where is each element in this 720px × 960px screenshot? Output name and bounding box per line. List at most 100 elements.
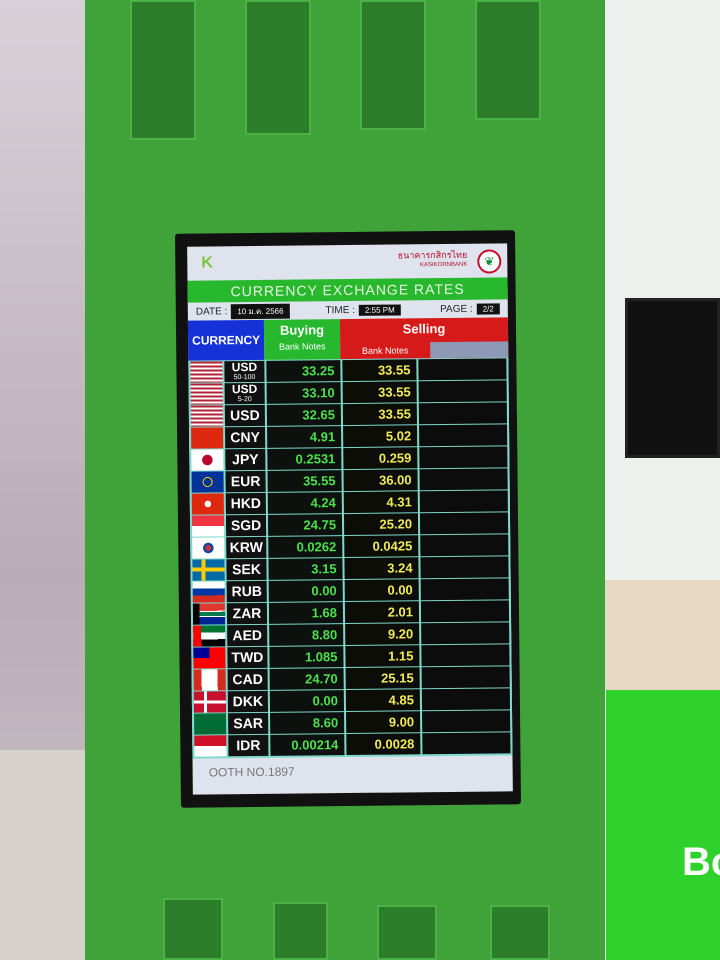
rate-row-cad: CAD 24.70 25.15 (193, 666, 510, 691)
buying-rate: 8.80 (269, 624, 344, 646)
buying-rate: 0.00 (269, 690, 345, 712)
empty-cell (419, 512, 509, 535)
board-title: CURRENCY EXCHANGE RATES (187, 277, 508, 303)
empty-cell (418, 358, 507, 381)
booth-number: OOTH NO.1897 (208, 764, 295, 780)
flag-us-icon (190, 361, 223, 383)
rate-row-aed: AED 8.80 9.20 (193, 622, 510, 647)
buying-rate: 24.75 (267, 514, 343, 536)
selling-rate: 9.00 (346, 711, 421, 734)
flag-sg-icon (191, 515, 225, 537)
flag-cn-icon (191, 427, 224, 449)
empty-cell (421, 622, 510, 645)
flag-id-icon (194, 735, 227, 757)
empty-cell (422, 732, 511, 755)
page-label: PAGE : (440, 303, 473, 315)
buying-rate: 1.68 (268, 602, 344, 624)
selling-rate: 1.15 (345, 645, 420, 668)
currency-code: SAR (228, 712, 269, 735)
rate-row-twd: TWD 1.085 1.15 (193, 644, 510, 669)
currency-code: AED (227, 624, 268, 647)
rate-row-dkk: DKK 0.00 4.85 (193, 688, 511, 713)
selling-rate: 3.24 (344, 557, 419, 580)
rate-row-sgd: SGD 24.75 25.20 (191, 512, 509, 537)
date-value: 10 ม.ค. 2566 (231, 303, 290, 319)
flag-kr-icon (192, 537, 225, 559)
selling-rate: 0.0425 (344, 535, 419, 558)
sign-text: Bo (682, 840, 720, 884)
selling-rate: 4.31 (343, 491, 418, 514)
k-logo: K (201, 254, 213, 272)
rate-row-sek: SEK 3.15 3.24 (192, 556, 509, 581)
empty-cell (419, 424, 508, 447)
flag-za-icon (192, 603, 226, 625)
rates-table: USD 50-100 33.25 33.55 USD 5-20 33.10 33.5… (188, 357, 513, 759)
empty-cell (421, 688, 511, 711)
currency-code: CNY (225, 426, 266, 449)
bank-name: ธนาคารกสิกรไทย KASIKORNBANK (397, 249, 468, 269)
selling-rate: 2.01 (344, 601, 420, 624)
currency-header: CURRENCY (187, 319, 265, 361)
currency-code: SEK (226, 558, 267, 581)
empty-cell (419, 490, 508, 513)
selling-rate: 9.20 (345, 623, 420, 646)
empty-cell (420, 600, 510, 623)
flag-ca-icon (193, 669, 226, 691)
currency-code: USD (224, 404, 266, 427)
rate-row-eur: EUR 35.55 36.00 (191, 468, 508, 493)
buying-rate: 0.00 (268, 580, 343, 602)
buying-rate: 3.15 (268, 558, 343, 580)
time-label: TIME : (325, 304, 356, 316)
buying-rate: 24.70 (269, 668, 344, 690)
buying-rate: 0.2531 (267, 448, 342, 470)
buying-rate: 0.00214 (270, 734, 345, 756)
page-value: 2/2 (476, 302, 500, 315)
flag-us-icon (190, 383, 223, 405)
buying-rate: 0.0262 (268, 536, 343, 558)
selling-rate: 5.02 (343, 425, 418, 448)
currency-code: CAD (227, 668, 268, 691)
currency-code: SGD (225, 514, 267, 537)
rate-row-sar: SAR 8.60 9.00 (194, 710, 511, 735)
empty-cell (422, 710, 511, 733)
empty-cell (420, 556, 509, 579)
currency-code: TWD (227, 646, 268, 669)
kbank-logo-icon: ❦ (477, 249, 502, 274)
rate-row-cny: CNY 4.91 5.02 (191, 424, 508, 449)
counter (600, 580, 720, 690)
rate-row-hkd: HKD 4.24 4.31 (191, 490, 508, 515)
buying-header: Buying Bank Notes (263, 319, 341, 360)
selling-rate: 4.85 (345, 689, 421, 712)
flag-us-icon (190, 405, 224, 427)
rate-row-usd: USD 5-20 33.10 33.55 (190, 380, 507, 405)
rate-row-idr: IDR 0.00214 0.0028 (194, 732, 511, 757)
flag-hk-icon (191, 493, 224, 515)
flag-ru-icon (192, 581, 225, 603)
flag-sa-icon (194, 713, 227, 735)
empty-cell (418, 402, 508, 425)
flag-eu-icon (191, 471, 224, 493)
selling-rate: 25.20 (343, 513, 419, 536)
empty-cell (420, 578, 509, 601)
selling-rate: 33.55 (342, 381, 417, 404)
currency-code: JPY (225, 448, 266, 471)
selling-rate: 0.0028 (346, 733, 421, 756)
buying-rate: 1.085 (269, 646, 344, 668)
secondary-rate-board (625, 298, 720, 458)
currency-code: ZAR (226, 602, 268, 625)
buying-rate: 4.91 (267, 426, 342, 448)
rate-row-usd: USD 32.65 33.55 (190, 402, 508, 427)
time-value: 2:55 PM (358, 303, 401, 316)
buying-rate: 35.55 (267, 470, 342, 492)
currency-code: IDR (228, 734, 269, 757)
currency-code: USD 5-20 (224, 382, 265, 405)
buying-rate: 4.24 (267, 492, 342, 514)
buying-rate: 33.25 (266, 360, 341, 382)
empty-cell (418, 380, 507, 403)
currency-code: RUB (226, 580, 267, 603)
currency-code: DKK (227, 690, 269, 713)
rate-row-jpy: JPY 0.2531 0.259 (191, 446, 508, 471)
table-header: CURRENCY Buying Bank Notes Selling Bank N… (187, 317, 509, 361)
selling-rate: 25.15 (345, 667, 420, 690)
rate-row-usd: USD 50-100 33.25 33.55 (190, 358, 507, 383)
